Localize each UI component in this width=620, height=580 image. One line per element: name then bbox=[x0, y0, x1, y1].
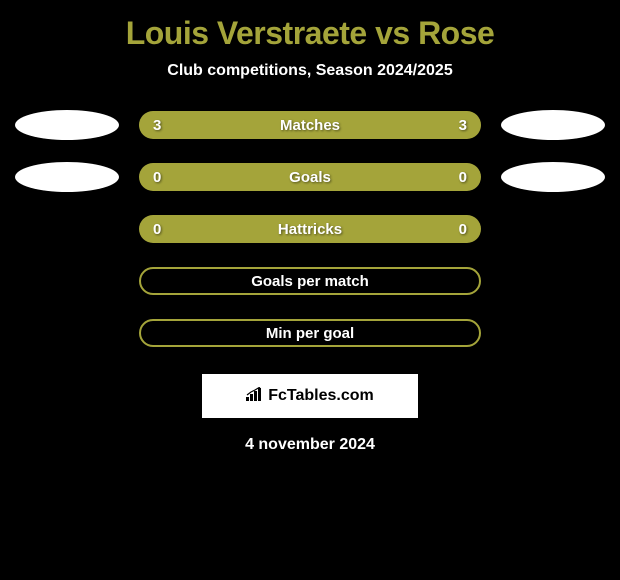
spacer bbox=[15, 266, 119, 296]
page-title: Louis Verstraete vs Rose bbox=[126, 15, 495, 52]
stat-row-goals-per-match: Goals per match bbox=[0, 266, 620, 296]
stat-label: Goals bbox=[289, 169, 331, 186]
spacer bbox=[501, 266, 605, 296]
chart-icon bbox=[246, 387, 264, 406]
player-left-avatar bbox=[15, 162, 119, 192]
stat-left-value: 0 bbox=[153, 169, 161, 186]
stat-label: Goals per match bbox=[155, 273, 465, 290]
stat-label: Min per goal bbox=[155, 325, 465, 342]
spacer bbox=[15, 214, 119, 244]
comparison-widget: Louis Verstraete vs Rose Club competitio… bbox=[0, 0, 620, 464]
stat-right-value: 0 bbox=[459, 221, 467, 238]
stat-bar-goals: 0 Goals 0 bbox=[139, 163, 481, 191]
subtitle: Club competitions, Season 2024/2025 bbox=[167, 62, 452, 80]
logo-text: FcTables.com bbox=[246, 387, 374, 406]
stat-row-matches: 3 Matches 3 bbox=[0, 110, 620, 140]
stat-left-value: 3 bbox=[153, 117, 161, 134]
stat-label: Hattricks bbox=[278, 221, 342, 238]
stat-row-goals: 0 Goals 0 bbox=[0, 162, 620, 192]
stat-right-value: 0 bbox=[459, 169, 467, 186]
player-right-avatar bbox=[501, 162, 605, 192]
stat-right-value: 3 bbox=[459, 117, 467, 134]
stat-row-hattricks: 0 Hattricks 0 bbox=[0, 214, 620, 244]
player-right-avatar bbox=[501, 110, 605, 140]
spacer bbox=[501, 214, 605, 244]
stat-row-min-per-goal: Min per goal bbox=[0, 318, 620, 348]
logo-label: FcTables.com bbox=[268, 387, 374, 405]
stat-bar-goals-per-match: Goals per match bbox=[139, 267, 481, 295]
logo-box[interactable]: FcTables.com bbox=[202, 374, 418, 418]
date-text: 4 november 2024 bbox=[245, 436, 375, 454]
stat-label: Matches bbox=[280, 117, 340, 134]
stat-left-value: 0 bbox=[153, 221, 161, 238]
player-left-avatar bbox=[15, 110, 119, 140]
stat-bar-hattricks: 0 Hattricks 0 bbox=[139, 215, 481, 243]
stat-bar-min-per-goal: Min per goal bbox=[139, 319, 481, 347]
spacer bbox=[15, 318, 119, 348]
spacer bbox=[501, 318, 605, 348]
stat-bar-matches: 3 Matches 3 bbox=[139, 111, 481, 139]
